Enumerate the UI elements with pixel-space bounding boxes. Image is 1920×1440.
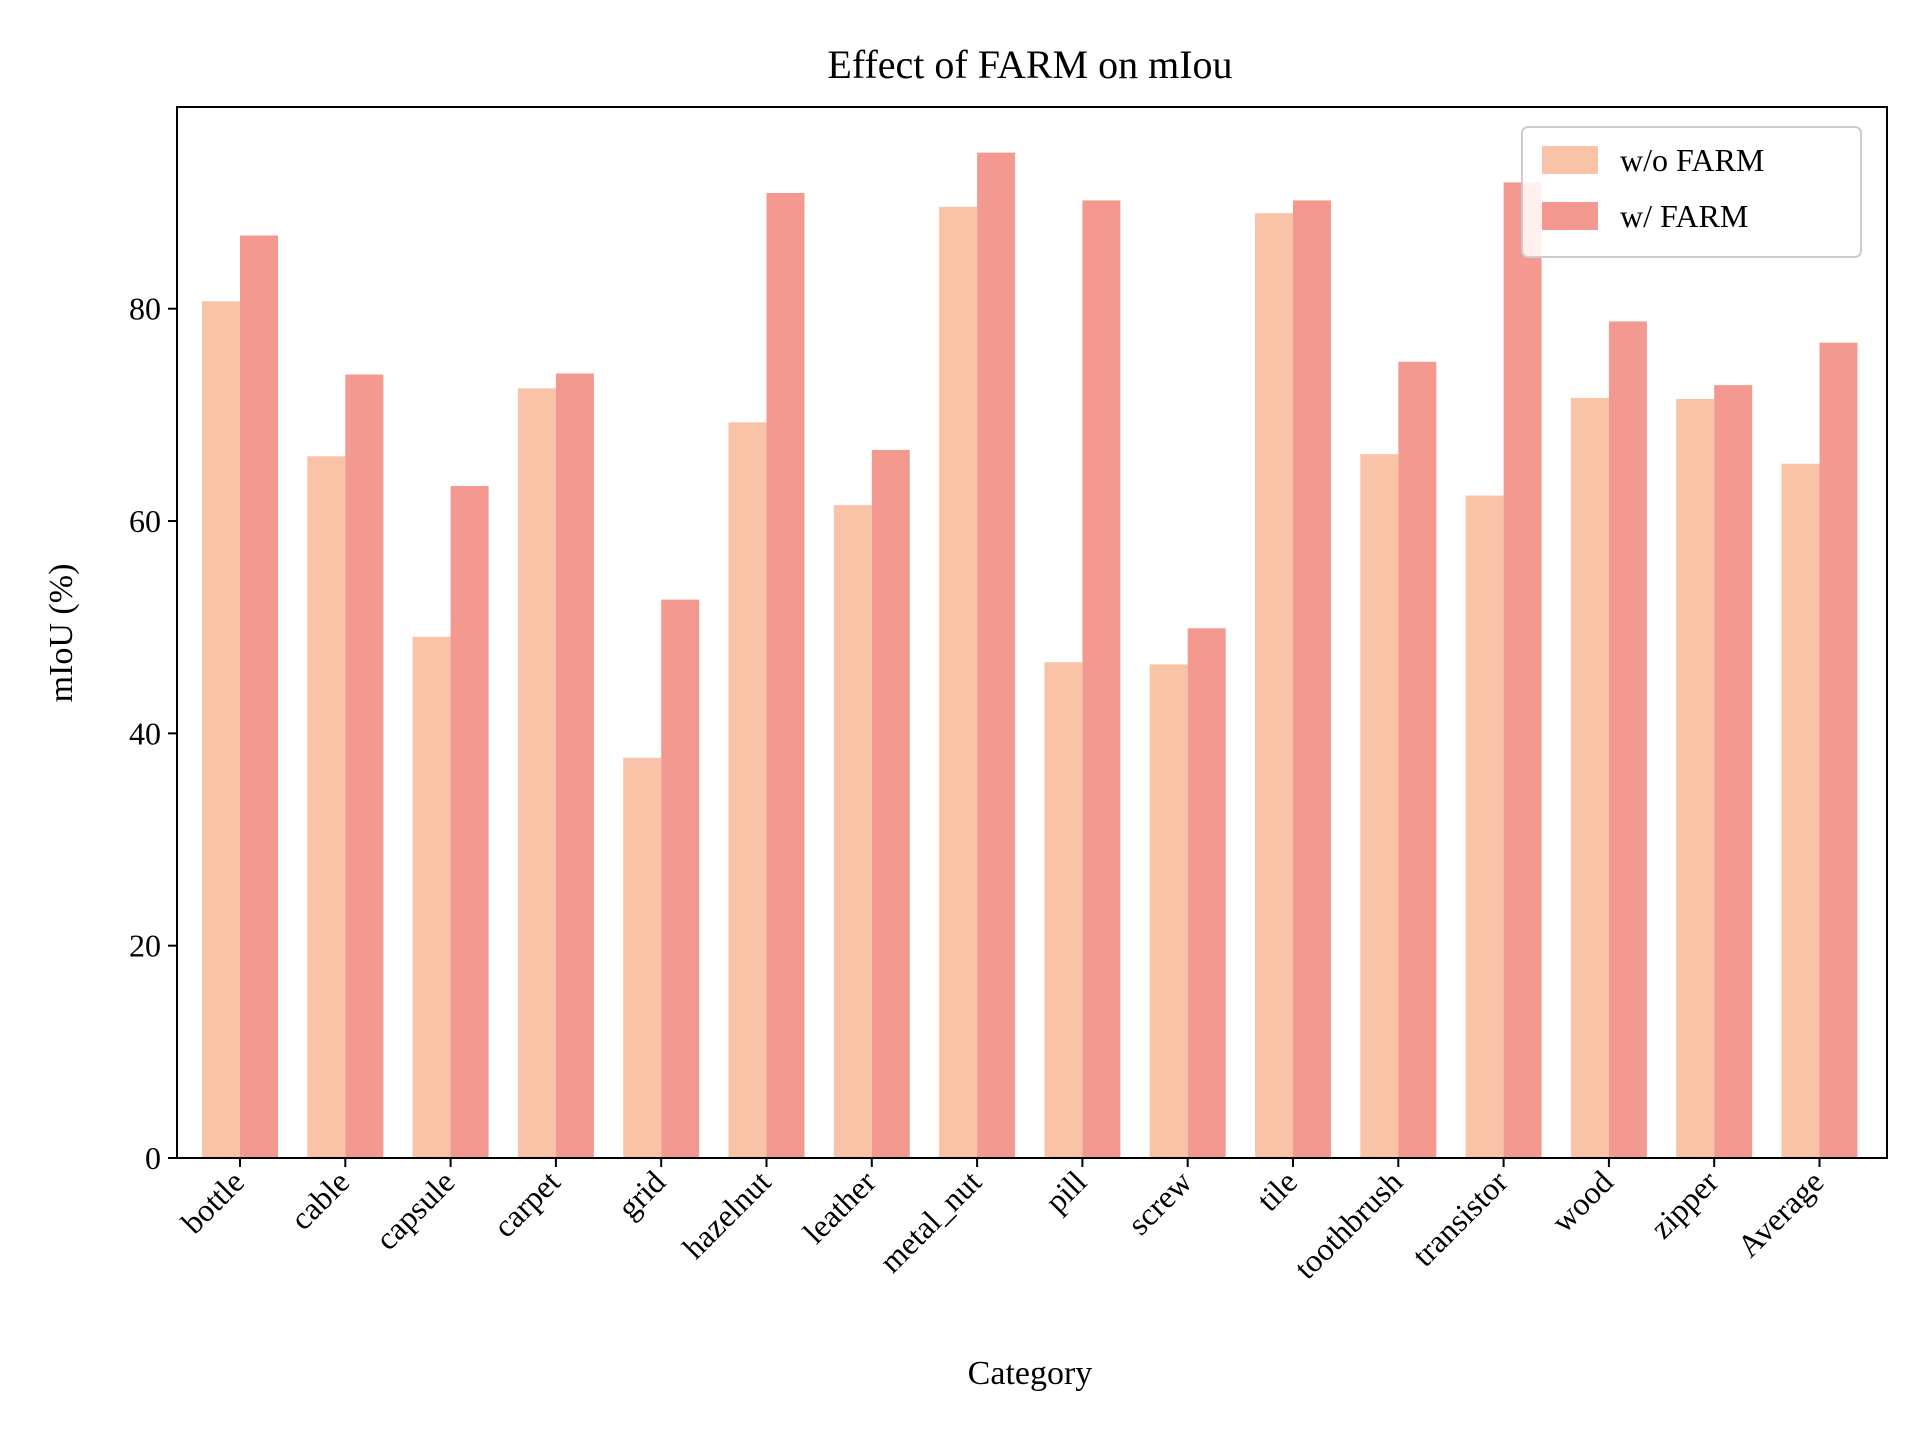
bar-w-farm-bottle xyxy=(240,235,278,1158)
bar-wo-farm-cable xyxy=(307,456,346,1158)
y-axis-label: mIoU (%) xyxy=(43,564,80,703)
x-tick-label: pill xyxy=(1038,1163,1094,1219)
bar-wo-farm-carpet xyxy=(517,388,556,1159)
bar-w-farm-average xyxy=(1819,342,1858,1158)
x-tick-label: bottle xyxy=(174,1163,251,1240)
x-tick-label: Average xyxy=(1730,1163,1830,1263)
x-tick-label: hazelnut xyxy=(675,1163,777,1265)
y-tick-label: 80 xyxy=(129,291,161,327)
x-axis-label: Category xyxy=(968,1355,1093,1392)
x-tick-label: transistor xyxy=(1405,1163,1515,1273)
y-tick-label: 20 xyxy=(129,928,161,964)
bar-w-farm-metal-nut xyxy=(977,152,1016,1159)
y-tick-label: 0 xyxy=(145,1140,161,1176)
x-tick-label: zipper xyxy=(1643,1163,1725,1245)
x-tick-label: screw xyxy=(1120,1163,1198,1241)
bar-w-farm-hazelnut xyxy=(766,192,805,1158)
bar-wo-farm-metal-nut xyxy=(939,206,978,1158)
bar-wo-farm-zipper xyxy=(1676,398,1715,1158)
x-tick-label: wood xyxy=(1544,1163,1620,1239)
bar-w-farm-pill xyxy=(1082,200,1121,1158)
bar-wo-farm-bottle xyxy=(202,301,240,1158)
legend-label: w/ FARM xyxy=(1620,198,1748,234)
legend-swatch xyxy=(1542,202,1598,230)
bar-wo-farm-average xyxy=(1781,463,1820,1159)
y-tick-label: 40 xyxy=(129,715,161,751)
x-tick-label: carpet xyxy=(486,1163,567,1244)
bar-w-farm-grid xyxy=(661,599,700,1158)
y-tick-label: 60 xyxy=(129,503,161,539)
legend-label: w/o FARM xyxy=(1620,142,1764,178)
bar-wo-farm-screw xyxy=(1149,664,1188,1158)
bar-wo-farm-capsule xyxy=(412,636,451,1158)
bar-wo-farm-hazelnut xyxy=(728,422,767,1158)
bar-w-farm-zipper xyxy=(1714,385,1753,1158)
x-tick-label: grid xyxy=(610,1163,672,1225)
bar-wo-farm-pill xyxy=(1044,662,1083,1158)
bar-w-farm-transistor xyxy=(1503,182,1542,1158)
legend-swatch xyxy=(1542,146,1598,174)
bar-w-farm-screw xyxy=(1187,628,1226,1158)
bar-w-farm-capsule xyxy=(450,485,489,1159)
x-tick-label: tile xyxy=(1250,1163,1304,1217)
plot-frame xyxy=(176,106,1888,1159)
bar-w-farm-cable xyxy=(345,374,384,1158)
x-tick-label: cable xyxy=(283,1163,356,1236)
bar-wo-farm-grid xyxy=(623,757,662,1158)
bar-w-farm-leather xyxy=(871,449,910,1159)
chart-title: Effect of FARM on mIou xyxy=(827,42,1232,87)
x-tick-label: capsule xyxy=(368,1163,461,1256)
x-tick-label: toothbrush xyxy=(1287,1163,1409,1285)
bar-wo-farm-leather xyxy=(833,505,872,1158)
legend-box xyxy=(1521,126,1862,258)
bars-layer xyxy=(202,152,1858,1159)
x-tick-label: metal_nut xyxy=(872,1163,988,1279)
bar-wo-farm-toothbrush xyxy=(1360,454,1399,1158)
bar-wo-farm-tile xyxy=(1255,213,1293,1158)
bar-w-farm-tile xyxy=(1293,200,1331,1158)
x-tick-label: leather xyxy=(796,1163,883,1250)
bar-w-farm-carpet xyxy=(555,373,594,1158)
bar-w-farm-wood xyxy=(1608,321,1647,1158)
bar-wo-farm-transistor xyxy=(1465,495,1504,1158)
legend: w/o FARM w/ FARM xyxy=(1521,126,1862,258)
bar-wo-farm-wood xyxy=(1570,397,1609,1159)
bar-w-farm-toothbrush xyxy=(1398,361,1437,1159)
